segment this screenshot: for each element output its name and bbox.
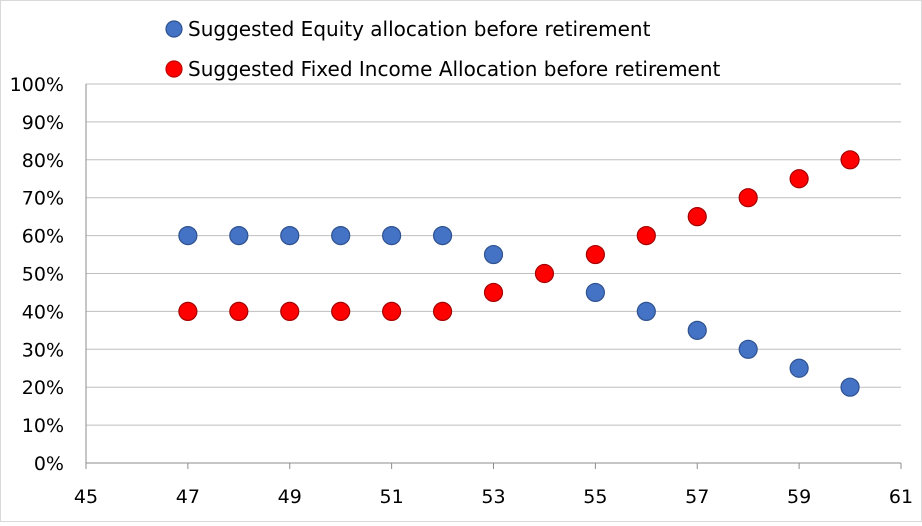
equity-point <box>432 226 453 246</box>
equity-point <box>840 377 860 397</box>
legend-marker-equity <box>165 20 183 38</box>
x-tick-labels: 45 47 49 51 53 55 57 59 61 <box>74 486 913 508</box>
fixed-income-point <box>789 169 809 189</box>
fixed-income-point <box>687 207 707 227</box>
equity-point <box>738 339 758 359</box>
x-tick-label: 51 <box>380 486 404 508</box>
equity-point <box>585 282 605 303</box>
axes <box>85 84 902 469</box>
y-tick-label: 80% <box>22 150 64 172</box>
y-tick-label: 0% <box>34 453 64 475</box>
x-tick-label: 55 <box>583 486 607 508</box>
fixed-income-point <box>840 150 860 170</box>
legend-label-equity: Suggested Equity allocation before retir… <box>188 17 651 41</box>
fixed-income-point <box>178 301 198 321</box>
equity-point <box>331 226 351 246</box>
equity-point <box>636 301 656 321</box>
x-tick-label: 53 <box>481 486 505 508</box>
x-tick-label: 45 <box>74 486 98 508</box>
legend-label-fixed-income: Suggested Fixed Income Allocation before… <box>188 57 721 81</box>
x-tick-label: 61 <box>889 486 913 508</box>
fixed-income-point <box>280 301 300 321</box>
equity-point <box>687 320 707 340</box>
equity-point <box>229 226 249 246</box>
y-tick-label: 30% <box>22 339 64 361</box>
legend-marker-fixed-income <box>165 60 183 78</box>
equity-point <box>789 358 809 378</box>
fixed-income-point <box>585 244 605 265</box>
legend: Suggested Equity allocation before retir… <box>165 17 721 81</box>
y-tick-label: 70% <box>22 188 64 210</box>
fixed-income-point <box>636 226 656 246</box>
fixed-income-point <box>483 282 504 303</box>
y-tick-label: 40% <box>22 301 64 323</box>
y-tick-label: 100% <box>10 74 64 96</box>
y-tick-label: 50% <box>22 264 64 286</box>
fixed-income-point <box>534 263 555 284</box>
fixed-income-point <box>229 301 249 321</box>
x-tick-label: 59 <box>787 486 811 508</box>
y-tick-label: 90% <box>22 112 64 134</box>
fixed-income-point <box>331 301 351 321</box>
equity-point <box>483 244 504 265</box>
y-tick-label: 60% <box>22 226 64 248</box>
fixed-income-point <box>432 301 453 321</box>
gridlines <box>86 83 901 426</box>
y-tick-label: 10% <box>22 415 64 437</box>
y-tick-labels: 0% 10% 20% 30% 40% 50% 60% 70% 80% 90% 100% <box>10 74 64 475</box>
y-tick-label: 20% <box>22 377 64 399</box>
equity-point <box>178 226 198 246</box>
fixed-income-point <box>382 301 402 321</box>
equity-point <box>280 226 300 246</box>
x-tick-label: 47 <box>176 486 200 508</box>
equity-point <box>382 226 402 246</box>
x-tick-label: 57 <box>685 486 709 508</box>
data-points <box>178 150 860 397</box>
fixed-income-point <box>738 188 758 208</box>
x-tick-label: 49 <box>278 486 302 508</box>
